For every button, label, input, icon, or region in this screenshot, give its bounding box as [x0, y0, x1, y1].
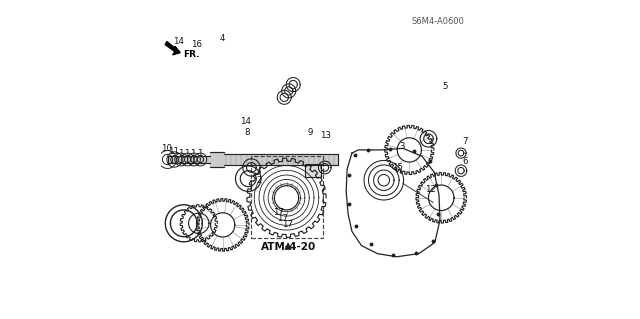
Text: 1: 1: [196, 149, 202, 158]
Text: 14: 14: [173, 37, 184, 46]
Text: 5: 5: [442, 82, 448, 91]
Text: 9: 9: [307, 128, 312, 137]
Text: 1: 1: [184, 149, 189, 158]
Text: 17: 17: [273, 208, 284, 217]
Text: 17: 17: [282, 220, 293, 229]
Text: 12: 12: [424, 185, 436, 194]
Text: 4: 4: [220, 34, 225, 43]
Text: 13: 13: [320, 131, 332, 140]
FancyBboxPatch shape: [305, 164, 321, 177]
Text: 1: 1: [190, 149, 196, 158]
Text: 7: 7: [462, 137, 468, 146]
Text: 17: 17: [278, 214, 289, 223]
Text: 15: 15: [392, 163, 403, 172]
Polygon shape: [165, 41, 180, 55]
Text: 11: 11: [168, 147, 179, 156]
Text: S6M4-A0600: S6M4-A0600: [412, 17, 465, 26]
Text: FR.: FR.: [183, 50, 199, 59]
Text: 10: 10: [161, 144, 172, 153]
Text: 16: 16: [191, 40, 202, 49]
Text: 2: 2: [257, 176, 262, 185]
Text: 6: 6: [462, 157, 468, 166]
Text: ATM-4-20: ATM-4-20: [260, 242, 316, 252]
Text: 8: 8: [244, 128, 250, 137]
Text: 1: 1: [177, 149, 183, 158]
Text: 3: 3: [399, 142, 404, 151]
Text: 14: 14: [241, 117, 252, 126]
